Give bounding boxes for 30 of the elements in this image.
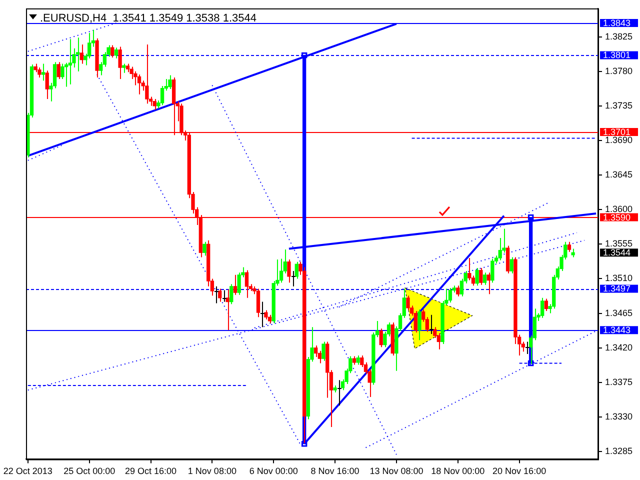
x-tick-label: 8 Nov 16:00: [310, 466, 360, 476]
text: 1.3544: [603, 248, 631, 258]
y-tick-label: 1.3285: [605, 446, 633, 456]
y-tick-label: 1.3600: [605, 204, 633, 214]
x-tick-label: 29 Oct 16:00: [124, 466, 177, 476]
x-tick-label: 1 Nov 08:00: [188, 466, 236, 476]
ref-line-label: 1.3497: [603, 284, 631, 294]
x-tick-label: 25 Oct 00:00: [64, 466, 116, 476]
x-tick-label: 13 Nov 08:00: [370, 466, 424, 476]
y-tick-label: 1.3330: [605, 411, 633, 422]
y-tick-label: 1.3825: [605, 31, 633, 42]
ref-line-label: 1.3801: [603, 50, 631, 60]
y-tick-label: 1.3780: [605, 66, 633, 76]
x-tick-label: 20 Nov 16:00: [492, 466, 546, 476]
y-tick-label: 1.3420: [605, 342, 633, 352]
ref-line-label: 1.3701: [603, 127, 631, 138]
y-tick-label: 1.3375: [605, 376, 633, 387]
y-tick-label: 1.3690: [605, 134, 633, 145]
x-tick-label: 22 Oct 2013: [3, 466, 52, 476]
x-tick-label: 18 Nov 00:00: [431, 466, 485, 476]
ref-line-label: 1.3590: [603, 212, 631, 222]
x-tick-label: 6 Nov 00:00: [249, 466, 298, 476]
y-tick-label: 1.3555: [605, 238, 633, 249]
chart-title: .EURUSD,H4 1.3541 1.3549 1.3538 1.3544: [40, 12, 256, 24]
ref-line-label: 1.3843: [603, 18, 631, 28]
y-tick-label: 1.3645: [605, 170, 633, 180]
y-tick-label: 1.3465: [605, 308, 633, 318]
y-tick-label: 1.3735: [605, 100, 633, 110]
y-tick-label: 1.3510: [605, 273, 633, 284]
ref-line-label: 1.3443: [603, 325, 631, 336]
